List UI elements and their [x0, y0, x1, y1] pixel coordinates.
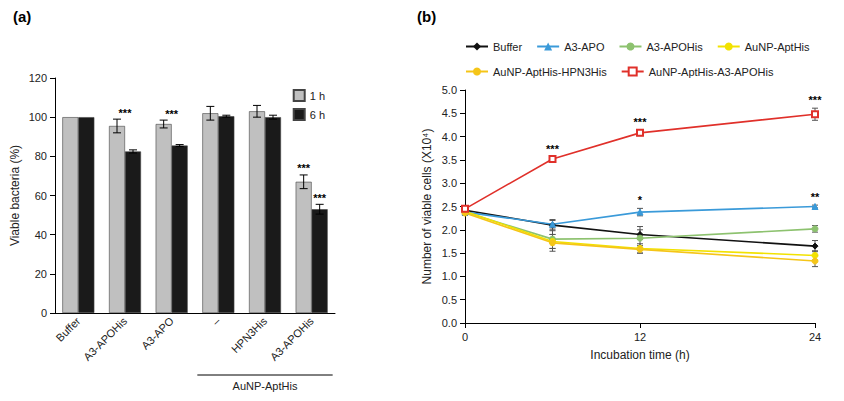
svg-text:0: 0	[41, 307, 47, 319]
svg-text:12: 12	[634, 331, 646, 343]
svg-text:AuNP-AptHis: AuNP-AptHis	[233, 380, 298, 392]
svg-text:AuNP-AptHis-A3-APOHis: AuNP-AptHis-A3-APOHis	[649, 66, 774, 78]
svg-text:5.0: 5.0	[442, 84, 457, 96]
svg-text:A3-APOHis: A3-APOHis	[646, 41, 703, 53]
svg-text:***: ***	[313, 192, 327, 204]
svg-text:60: 60	[35, 190, 47, 202]
svg-text:2.5: 2.5	[442, 201, 457, 213]
svg-text:40: 40	[35, 229, 47, 241]
svg-text:80: 80	[35, 150, 47, 162]
svg-text:4.5: 4.5	[442, 107, 457, 119]
svg-text:Buffer: Buffer	[493, 41, 522, 53]
svg-text:A3-APO: A3-APO	[564, 41, 605, 53]
svg-text:HPN3His: HPN3His	[229, 314, 270, 355]
svg-text:1.0: 1.0	[442, 270, 457, 282]
svg-text:AuNP-AptHis-HPN3His: AuNP-AptHis-HPN3His	[493, 66, 607, 78]
svg-text:0: 0	[462, 331, 468, 343]
svg-text:***: ***	[119, 107, 133, 119]
svg-text:***: ***	[297, 162, 311, 174]
svg-text:***: ***	[546, 143, 560, 155]
svg-text:120: 120	[29, 72, 47, 84]
svg-text:***: ***	[165, 108, 179, 120]
svg-text:100: 100	[29, 111, 47, 123]
svg-text:A3-APOHis: A3-APOHis	[81, 314, 130, 363]
svg-text:Number of viable cells (X10⁴): Number of viable cells (X10⁴)	[420, 129, 434, 285]
svg-text:(a): (a)	[13, 8, 31, 25]
svg-text:–: –	[210, 314, 223, 327]
svg-text:3.5: 3.5	[442, 154, 457, 166]
svg-text:2.0: 2.0	[442, 224, 457, 236]
svg-text:***: ***	[809, 94, 823, 106]
svg-text:0.0: 0.0	[442, 317, 457, 329]
svg-text:Viable bacteria (%): Viable bacteria (%)	[8, 145, 22, 246]
svg-text:4.0: 4.0	[442, 131, 457, 143]
svg-text:(b): (b)	[417, 8, 436, 25]
svg-text:20: 20	[35, 268, 47, 280]
svg-text:1 h: 1 h	[310, 90, 325, 102]
svg-text:**: **	[811, 191, 820, 203]
svg-text:6 h: 6 h	[310, 109, 325, 121]
svg-text:AuNP-AptHis: AuNP-AptHis	[745, 41, 810, 53]
svg-text:A3-APOHis: A3-APOHis	[268, 314, 317, 363]
svg-text:1.5: 1.5	[442, 247, 457, 259]
svg-text:A3-APO: A3-APO	[139, 314, 176, 351]
svg-text:Buffer: Buffer	[54, 315, 83, 344]
svg-text:Incubation time (h): Incubation time (h)	[590, 348, 689, 362]
svg-text:*: *	[638, 194, 643, 206]
svg-text:0.5: 0.5	[442, 294, 457, 306]
svg-text:24: 24	[809, 331, 821, 343]
svg-text:***: ***	[634, 116, 648, 128]
svg-text:3.0: 3.0	[442, 177, 457, 189]
